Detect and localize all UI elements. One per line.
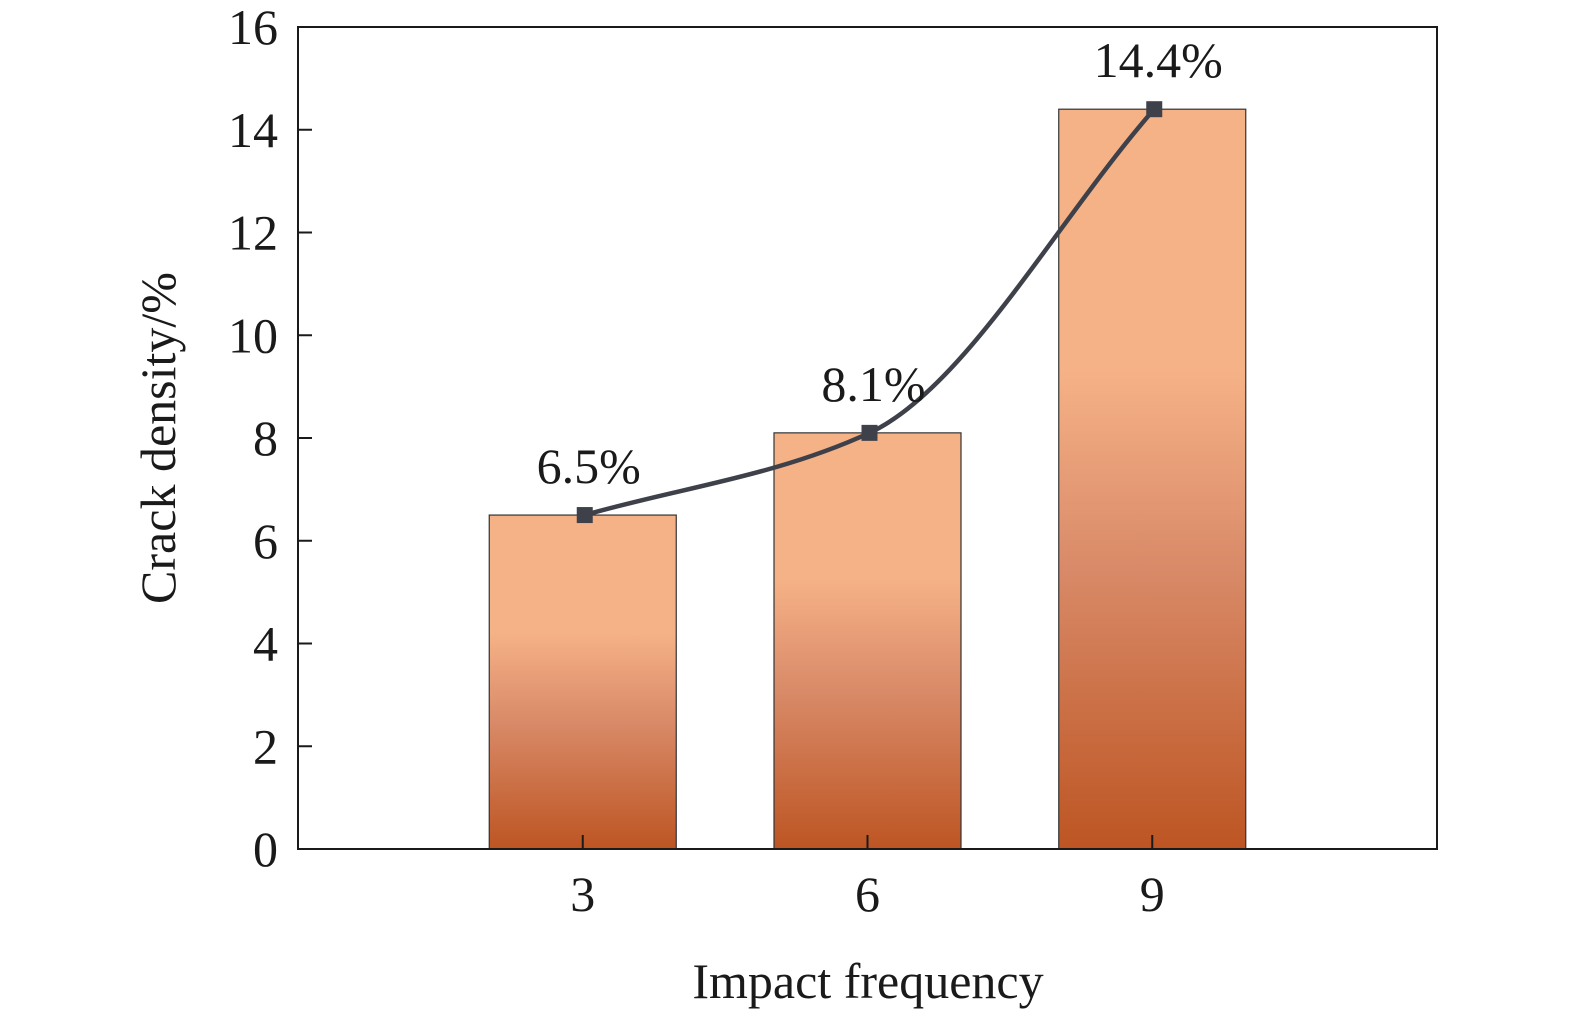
bar-9 — [1058, 108, 1247, 850]
bar-3 — [488, 514, 677, 850]
y-tick-label-16: 16 — [228, 0, 278, 55]
data-label-6: 8.1% — [821, 356, 925, 412]
y-tick-label-12: 12 — [228, 205, 278, 261]
line-marker-3 — [576, 507, 593, 524]
data-label-9: 14.4% — [1094, 32, 1223, 88]
x-tick-label-3: 3 — [570, 866, 595, 922]
trend-line — [582, 106, 1157, 518]
y-tick-label-6: 6 — [253, 513, 278, 569]
bar-6 — [773, 432, 962, 850]
data-label-3: 6.5% — [537, 438, 641, 494]
y-axis-title: Crack density/% — [130, 272, 186, 604]
y-tick-label-10: 10 — [228, 307, 278, 363]
x-axis-title: Impact frequency — [692, 953, 1043, 1009]
x-tick-label-6: 6 — [855, 866, 880, 922]
y-tick-label-14: 14 — [228, 102, 278, 158]
line-marker-9 — [1146, 101, 1163, 118]
x-tick-label-9: 9 — [1140, 866, 1165, 922]
y-tick-label-2: 2 — [253, 718, 278, 774]
y-tick-label-8: 8 — [253, 410, 278, 466]
line-marker-6 — [861, 424, 878, 441]
y-tick-label-4: 4 — [253, 616, 278, 672]
y-tick-label-0: 0 — [253, 821, 278, 877]
